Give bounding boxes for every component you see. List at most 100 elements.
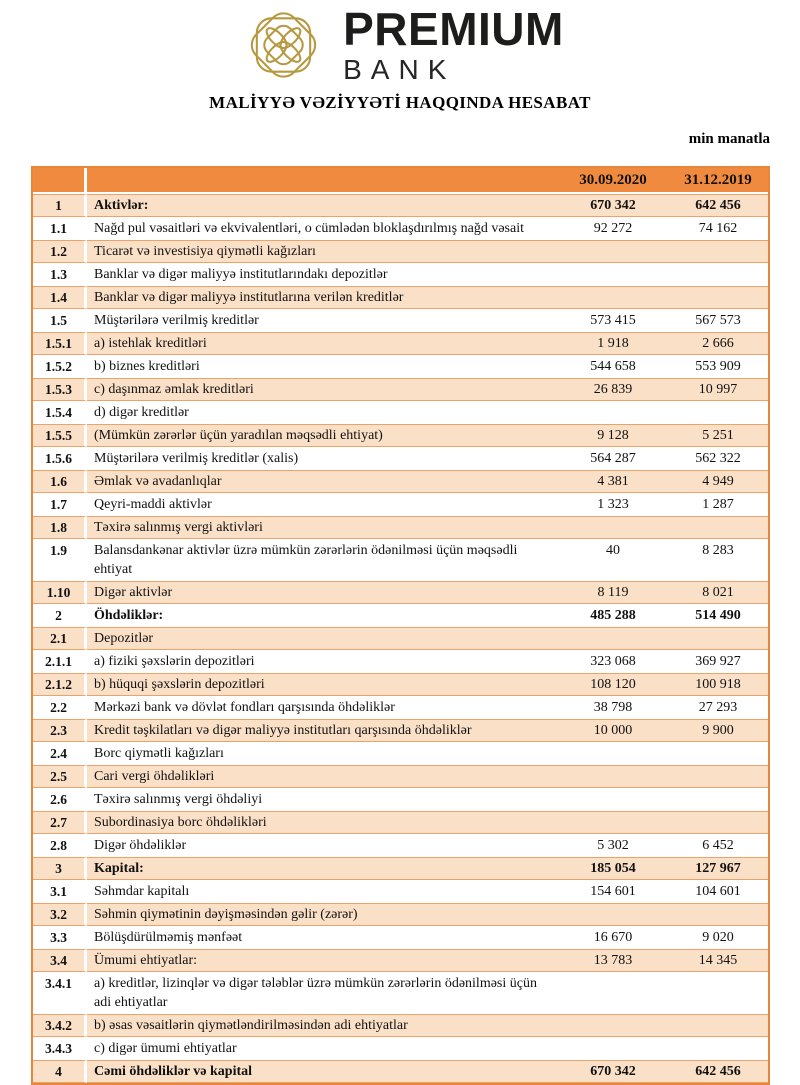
row-label: Bölüşdürülməmiş mənfəət <box>87 926 558 949</box>
row-value-period2: 1 287 <box>668 493 768 516</box>
row-value-period2: 74 162 <box>668 217 768 240</box>
row-number: 1.5 <box>33 309 87 332</box>
row-value-period2: 642 456 <box>668 194 768 217</box>
row-label: Cari vergi öhdəlikləri <box>87 765 558 788</box>
row-label: Təxirə salınmış vergi aktivləri <box>87 516 558 539</box>
row-value-period1 <box>558 516 668 539</box>
row-value-period2: 4 949 <box>668 470 768 493</box>
table-row: 3.4.1 a) kreditlər, lizinqlər və digər tə… <box>33 972 768 1014</box>
row-number: 3.4 <box>33 949 87 972</box>
table-header: 30.09.2020 31.12.2019 <box>33 168 768 194</box>
row-label: Öhdəliklər: <box>87 604 558 627</box>
row-label: Banklar və digər maliyyə institutlarına … <box>87 286 558 309</box>
row-value-period1 <box>558 401 668 424</box>
row-number: 1.5.5 <box>33 424 87 447</box>
row-value-period1 <box>558 627 668 650</box>
row-value-period1: 670 342 <box>558 194 668 217</box>
row-label: Cəmi öhdəliklər və kapital <box>87 1060 558 1083</box>
row-value-period2 <box>668 903 768 926</box>
row-value-period2: 567 573 <box>668 309 768 332</box>
table-row: 2.1 Depozitlər <box>33 627 768 650</box>
row-value-period1 <box>558 263 668 286</box>
table-body: 1 Aktivlər: 670 342 642 456 1.1 Nağd pul vəsa… <box>33 194 768 1083</box>
row-label: Subordinasiya borc öhdəlikləri <box>87 811 558 834</box>
row-value-period2: 642 456 <box>668 1060 768 1083</box>
row-label: Nağd pul vəsaitləri və ekvivalentləri, o… <box>87 217 558 240</box>
row-value-period1: 544 658 <box>558 355 668 378</box>
row-number: 3.1 <box>33 880 87 903</box>
row-number: 1.6 <box>33 470 87 493</box>
row-number: 1.9 <box>33 539 87 581</box>
table-row: 1.5.2 b) biznes kreditləri 544 658 553 909 <box>33 355 768 378</box>
table-row: 2 Öhdəliklər: 485 288 514 490 <box>33 604 768 627</box>
row-value-period1 <box>558 788 668 811</box>
row-label: a) fiziki şəxslərin depozitləri <box>87 650 558 673</box>
row-label: Səhmdar kapitalı <box>87 880 558 903</box>
table-row: 3.2 Səhmin qiymətinin dəyişməsindən gəlir… <box>33 903 768 926</box>
row-label: Digər aktivlər <box>87 581 558 604</box>
bank-logo: PREMIUM BANK <box>0 2 800 88</box>
row-label: a) istehlak kreditləri <box>87 332 558 355</box>
table-row: 1.3 Banklar və digər maliyyə institutları… <box>33 263 768 286</box>
table-row: 2.7 Subordinasiya borc öhdəlikləri <box>33 811 768 834</box>
row-value-period1 <box>558 903 668 926</box>
row-label: d) digər kreditlər <box>87 401 558 424</box>
row-value-period1: 185 054 <box>558 857 668 880</box>
row-label: Müştərilərə verilmiş kreditlər (xalis) <box>87 447 558 470</box>
row-value-period2: 5 251 <box>668 424 768 447</box>
row-label: b) hüquqi şəxslərin depozitləri <box>87 673 558 696</box>
row-label: Ümumi ehtiyatlar: <box>87 949 558 972</box>
row-value-period1 <box>558 811 668 834</box>
bank-logo-text: PREMIUM BANK <box>343 6 564 84</box>
table-row: 2.6 Təxirə salınmış vergi öhdəliyi <box>33 788 768 811</box>
table-row: 1.5.1 a) istehlak kreditləri 1 918 2 666 <box>33 332 768 355</box>
row-number: 3.4.3 <box>33 1037 87 1060</box>
row-value-period1: 323 068 <box>558 650 668 673</box>
table-row: 3 Kapital: 185 054 127 967 <box>33 857 768 880</box>
row-value-period1: 26 839 <box>558 378 668 401</box>
row-value-period2: 6 452 <box>668 834 768 857</box>
row-value-period2 <box>668 1037 768 1060</box>
row-value-period1 <box>558 742 668 765</box>
row-number: 3.2 <box>33 903 87 926</box>
row-value-period2 <box>668 765 768 788</box>
row-label: Banklar və digər maliyyə institutlarında… <box>87 263 558 286</box>
row-value-period1: 485 288 <box>558 604 668 627</box>
row-number: 2.4 <box>33 742 87 765</box>
row-number: 2.8 <box>33 834 87 857</box>
table-row: 1.5.4 d) digər kreditlər <box>33 401 768 424</box>
row-value-period2: 127 967 <box>668 857 768 880</box>
row-value-period1: 10 000 <box>558 719 668 742</box>
row-value-period2: 8 021 <box>668 581 768 604</box>
row-value-period1: 108 120 <box>558 673 668 696</box>
row-number: 1.2 <box>33 240 87 263</box>
row-value-period1: 40 <box>558 539 668 581</box>
row-label: Borc qiymətli kağızları <box>87 742 558 765</box>
row-value-period2 <box>668 1014 768 1037</box>
row-label: Səhmin qiymətinin dəyişməsindən gəlir (z… <box>87 903 558 926</box>
header-period1: 30.09.2020 <box>558 168 668 194</box>
row-value-period1: 38 798 <box>558 696 668 719</box>
row-label: c) daşınmaz əmlak kreditləri <box>87 378 558 401</box>
table-row: 3.3 Bölüşdürülməmiş mənfəət 16 670 9 020 <box>33 926 768 949</box>
table-row: 3.4 Ümumi ehtiyatlar: 13 783 14 345 <box>33 949 768 972</box>
row-label: Müştərilərə verilmiş kreditlər <box>87 309 558 332</box>
row-number: 4 <box>33 1060 87 1083</box>
financial-position-table: 30.09.2020 31.12.2019 1 Aktivlər: 670 342 6… <box>31 166 770 1085</box>
row-label: b) biznes kreditləri <box>87 355 558 378</box>
row-number: 1.3 <box>33 263 87 286</box>
row-number: 1.5.4 <box>33 401 87 424</box>
row-label: Əmlak və avadanlıqlar <box>87 470 558 493</box>
row-value-period1 <box>558 972 668 1014</box>
table-row: 1.6 Əmlak və avadanlıqlar 4 381 4 949 <box>33 470 768 493</box>
table-row: 1.5.3 c) daşınmaz əmlak kreditləri 26 839 1… <box>33 378 768 401</box>
row-value-period1: 13 783 <box>558 949 668 972</box>
table-row: 1.8 Təxirə salınmış vergi aktivləri <box>33 516 768 539</box>
row-number: 1 <box>33 194 87 217</box>
row-value-period1 <box>558 1014 668 1037</box>
row-value-period1: 1 323 <box>558 493 668 516</box>
row-label: Ticarət və investisiya qiymətli kağızlar… <box>87 240 558 263</box>
row-value-period2: 369 927 <box>668 650 768 673</box>
row-value-period2: 104 601 <box>668 880 768 903</box>
